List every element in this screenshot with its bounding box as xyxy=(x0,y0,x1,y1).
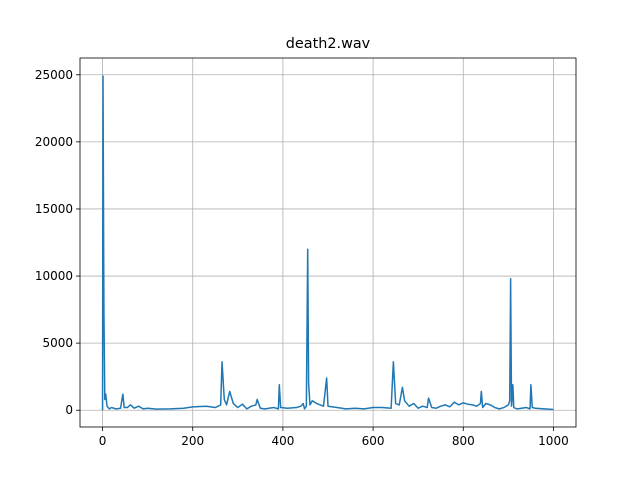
y-tick-label: 25000 xyxy=(35,68,73,82)
x-tick-label: 0 xyxy=(99,434,107,448)
x-tick-label: 800 xyxy=(452,434,475,448)
x-tick-label: 600 xyxy=(362,434,385,448)
y-tick-label: 20000 xyxy=(35,135,73,149)
y-tick-label: 0 xyxy=(65,403,73,417)
x-tick-label: 400 xyxy=(271,434,294,448)
y-tick-label: 5000 xyxy=(42,336,73,350)
x-tick-label: 200 xyxy=(181,434,204,448)
x-tick-label: 1000 xyxy=(538,434,569,448)
y-tick-label: 15000 xyxy=(35,202,73,216)
chart-title: death2.wav xyxy=(286,36,371,52)
data-line xyxy=(101,75,554,411)
y-tick-label: 10000 xyxy=(35,269,73,283)
plot-frame xyxy=(79,57,577,428)
